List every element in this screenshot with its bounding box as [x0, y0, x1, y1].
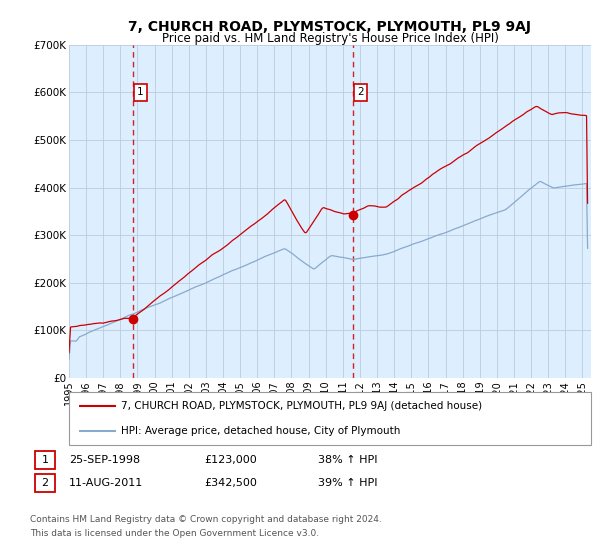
Text: This data is licensed under the Open Government Licence v3.0.: This data is licensed under the Open Gov…	[30, 529, 319, 538]
Text: 2: 2	[358, 87, 364, 97]
Text: 39% ↑ HPI: 39% ↑ HPI	[318, 478, 377, 488]
FancyBboxPatch shape	[35, 474, 55, 492]
Text: £342,500: £342,500	[204, 478, 257, 488]
Text: 7, CHURCH ROAD, PLYMSTOCK, PLYMOUTH, PL9 9AJ (detached house): 7, CHURCH ROAD, PLYMSTOCK, PLYMOUTH, PL9…	[121, 402, 482, 412]
Text: 38% ↑ HPI: 38% ↑ HPI	[318, 455, 377, 465]
Text: Price paid vs. HM Land Registry's House Price Index (HPI): Price paid vs. HM Land Registry's House …	[161, 32, 499, 45]
Text: 1: 1	[41, 455, 49, 465]
Text: 1: 1	[137, 87, 144, 97]
Text: 7, CHURCH ROAD, PLYMSTOCK, PLYMOUTH, PL9 9AJ: 7, CHURCH ROAD, PLYMSTOCK, PLYMOUTH, PL9…	[128, 20, 532, 34]
Text: 25-SEP-1998: 25-SEP-1998	[69, 455, 140, 465]
FancyBboxPatch shape	[69, 392, 591, 445]
FancyBboxPatch shape	[35, 451, 55, 469]
Text: 11-AUG-2011: 11-AUG-2011	[69, 478, 143, 488]
Text: Contains HM Land Registry data © Crown copyright and database right 2024.: Contains HM Land Registry data © Crown c…	[30, 515, 382, 524]
Text: HPI: Average price, detached house, City of Plymouth: HPI: Average price, detached house, City…	[121, 426, 401, 436]
Text: £123,000: £123,000	[204, 455, 257, 465]
Text: 2: 2	[41, 478, 49, 488]
